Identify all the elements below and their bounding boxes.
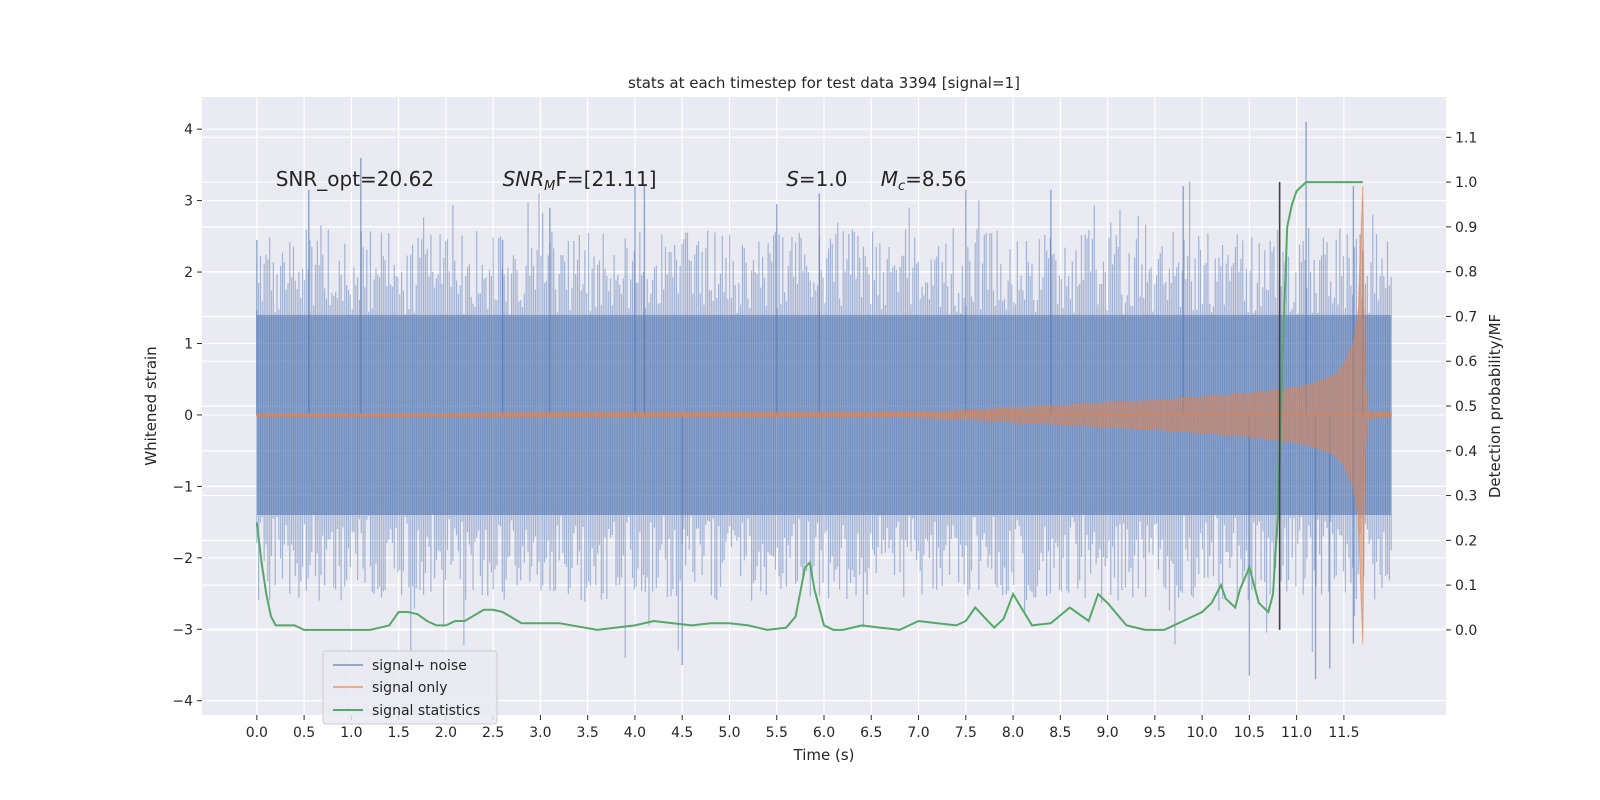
y-left-tick-label: 4 bbox=[184, 122, 193, 138]
x-axis-label: Time (s) bbox=[793, 746, 855, 764]
x-tick-label: 4.5 bbox=[671, 725, 693, 741]
x-tick-label: 4.0 bbox=[624, 725, 646, 741]
signal-series bbox=[256, 186, 1392, 644]
y-left-tick-label: 3 bbox=[184, 194, 193, 210]
x-tick-label: 10.5 bbox=[1234, 725, 1265, 741]
y-left-tick-labels: −4 −3 −2 −1 0 1 2 3 4 bbox=[172, 122, 202, 710]
y-right-tick-label: 0.2 bbox=[1455, 533, 1477, 549]
x-tick-label: 3.0 bbox=[529, 725, 551, 741]
y-right-tick-label: 0.7 bbox=[1455, 309, 1477, 325]
annotation: S=1.0 bbox=[786, 167, 847, 191]
y-right-tick-label: 0.9 bbox=[1455, 220, 1477, 236]
x-tick-label: 9.0 bbox=[1096, 725, 1118, 741]
x-tick-label: 2.0 bbox=[435, 725, 457, 741]
legend-label-signal: signal only bbox=[372, 680, 447, 696]
y-right-tick-label: 0.1 bbox=[1455, 578, 1477, 594]
y-right-tick-label: 0.3 bbox=[1455, 489, 1477, 505]
y-left-tick-label: −3 bbox=[172, 622, 193, 638]
y-right-tick-label: 0.8 bbox=[1455, 265, 1477, 281]
x-tick-label: 10.0 bbox=[1187, 725, 1218, 741]
y-right-tick-label: 0.0 bbox=[1455, 623, 1477, 639]
y-right-tick-label: 0.4 bbox=[1455, 444, 1477, 460]
x-tick-label: 7.0 bbox=[907, 725, 929, 741]
y-left-tick-label: −4 bbox=[172, 694, 193, 710]
x-tick-label: 8.0 bbox=[1002, 725, 1024, 741]
y-left-tick-label: 2 bbox=[184, 265, 193, 281]
chart-title: stats at each timestep for test data 339… bbox=[628, 74, 1020, 92]
x-tick-label: 6.0 bbox=[813, 725, 835, 741]
legend-label-stats: signal statistics bbox=[372, 703, 480, 719]
y-right-tick-label: 0.6 bbox=[1455, 354, 1477, 370]
y-left-tick-label: 0 bbox=[184, 408, 193, 424]
x-tick-label: 11.5 bbox=[1328, 725, 1359, 741]
y-left-tick-label: −2 bbox=[172, 551, 193, 567]
annotation: SNR_opt=20.62 bbox=[276, 167, 434, 191]
y-left-axis-label: Whitened strain bbox=[142, 346, 160, 465]
legend-label-noise: signal+ noise bbox=[372, 658, 467, 674]
x-tick-label: 3.5 bbox=[577, 725, 599, 741]
x-tick-label: 5.5 bbox=[766, 725, 788, 741]
y-left-tick-label: 1 bbox=[184, 336, 193, 352]
y-left-tick-label: −1 bbox=[172, 479, 193, 495]
x-tick-label: 9.5 bbox=[1144, 725, 1166, 741]
annotation: Mc=8.56 bbox=[881, 167, 967, 194]
x-tick-label: 5.0 bbox=[718, 725, 740, 741]
y-right-axis-label: Detection probability/MF bbox=[1486, 314, 1504, 498]
annotation: SNRMF=[21.11] bbox=[503, 167, 657, 194]
stats-line bbox=[255, 181, 1363, 631]
x-tick-label: 6.5 bbox=[860, 725, 882, 741]
annotations: SNR_opt=20.62 SNRMF=[21.11] S=1.0 Mc=8.56 bbox=[276, 167, 967, 194]
x-tick-label: 11.0 bbox=[1281, 725, 1312, 741]
stats-series bbox=[255, 181, 1363, 631]
y-right-tick-label: 1.1 bbox=[1455, 130, 1477, 146]
x-tick-label: 7.5 bbox=[955, 725, 977, 741]
x-tick-label: 0.0 bbox=[246, 725, 268, 741]
x-tick-label: 0.5 bbox=[293, 725, 315, 741]
x-tick-labels: 0.0 0.5 1.0 1.5 2.0 2.5 3.0 3.5 4.0 4.5 5.0 5.5 6.0 6… bbox=[246, 715, 1359, 741]
legend-box bbox=[322, 650, 498, 725]
x-tick-label: 2.5 bbox=[482, 725, 504, 741]
legend: signal+ noise signal only signal statist… bbox=[322, 650, 498, 725]
y-right-tick-labels: 0.0 0.1 0.2 0.3 0.4 0.5 0.6 0.7 0.8 0.9 1.0 1.1 bbox=[1446, 130, 1477, 639]
x-tick-label: 1.0 bbox=[340, 725, 362, 741]
x-tick-label: 8.5 bbox=[1049, 725, 1071, 741]
y-right-tick-label: 1.0 bbox=[1455, 175, 1477, 191]
y-right-tick-label: 0.5 bbox=[1455, 399, 1477, 415]
x-tick-label: 1.5 bbox=[387, 725, 409, 741]
